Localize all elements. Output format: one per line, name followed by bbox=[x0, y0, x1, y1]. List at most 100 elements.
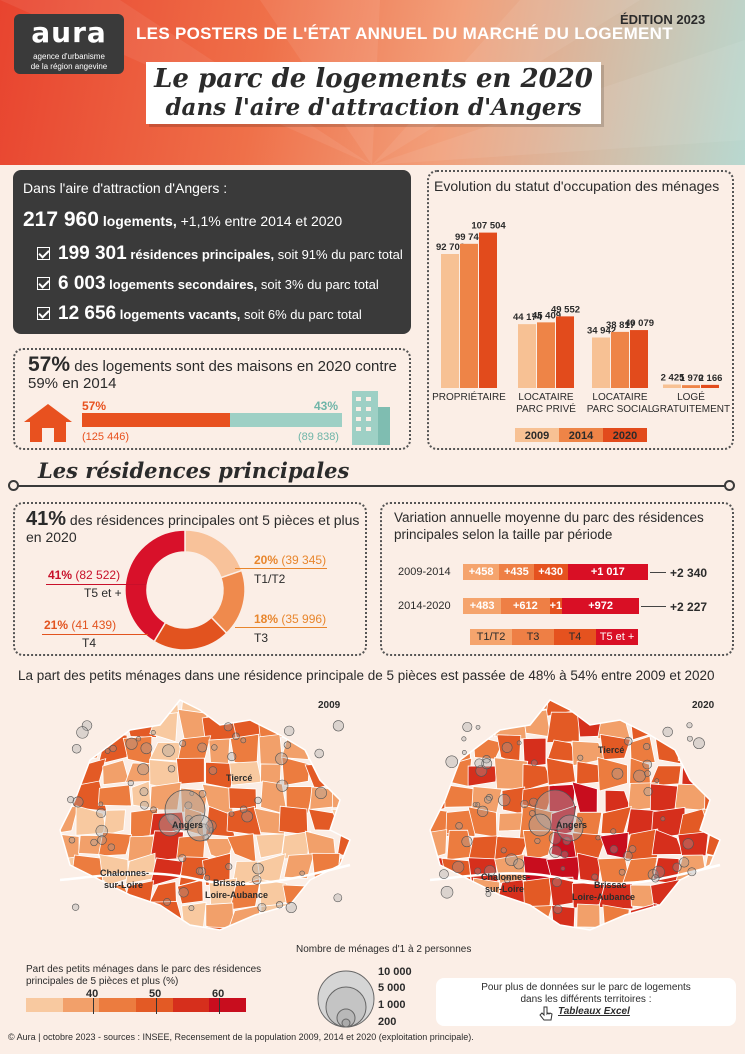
map-circle bbox=[534, 837, 541, 844]
donut-cat-t5: T5 et + bbox=[84, 586, 122, 600]
map-circle bbox=[687, 867, 697, 877]
map-commune bbox=[308, 738, 340, 759]
map-commune bbox=[304, 763, 340, 790]
occupation-chart: 92 700 44 174 34 942 2 425 99 746 45 409 38 81… bbox=[432, 221, 730, 442]
occupation-category-label: LOGÉ bbox=[677, 390, 705, 403]
map1-label-loire-aubance: Loire-Aubance bbox=[205, 890, 269, 900]
map-commune bbox=[496, 927, 528, 930]
map-circle bbox=[461, 836, 473, 848]
map-circle bbox=[185, 815, 193, 823]
map-circle bbox=[204, 874, 211, 881]
pieces-donut bbox=[124, 529, 246, 651]
map-commune bbox=[629, 735, 656, 764]
map-circle bbox=[283, 741, 292, 749]
variation-legend-item: T3 bbox=[512, 629, 554, 645]
map-circle bbox=[208, 766, 218, 775]
map-commune bbox=[149, 830, 184, 862]
map-commune bbox=[176, 879, 204, 905]
map-circle bbox=[498, 794, 511, 807]
occupation-value-label: 49 552 bbox=[551, 304, 580, 315]
section-divider-dot-right bbox=[724, 480, 735, 491]
map-circle bbox=[225, 863, 233, 871]
map1-label-chalonnes: Chalonnes- bbox=[100, 868, 150, 878]
map-circle bbox=[158, 813, 182, 837]
map-circle bbox=[500, 847, 507, 854]
map-circle bbox=[72, 796, 84, 808]
map-circle bbox=[643, 742, 651, 751]
occupation-category-label: PARC SOCIAL bbox=[587, 404, 654, 415]
variation-seg-T5 et +-0: +1 017 bbox=[567, 564, 648, 580]
map-circle bbox=[548, 832, 562, 845]
map-circle bbox=[81, 720, 93, 731]
map-commune bbox=[430, 700, 451, 719]
map-commune bbox=[654, 734, 682, 765]
maisons-left-value: (125 446) bbox=[82, 431, 130, 443]
map-commune bbox=[60, 700, 76, 719]
map-commune bbox=[126, 924, 152, 930]
maisons-share-bar bbox=[82, 413, 342, 427]
map-circle bbox=[162, 744, 175, 757]
maps-title: La part des petits ménages dans une rési… bbox=[18, 668, 715, 683]
map-circle bbox=[549, 845, 562, 858]
donut-line-t5 bbox=[46, 584, 146, 585]
map-circle bbox=[654, 778, 660, 784]
map-circle bbox=[560, 866, 566, 871]
map-commune bbox=[175, 757, 205, 785]
check-icon bbox=[37, 307, 50, 320]
occupation-value-label: 1 970 bbox=[680, 373, 704, 384]
loire-river bbox=[429, 863, 721, 886]
map-circle bbox=[139, 787, 149, 797]
scale-label-40: 40 bbox=[86, 988, 99, 1000]
map-commune bbox=[97, 831, 133, 857]
key-figures-box: Dans l'aire d'attraction d'Angers : 217 … bbox=[13, 170, 411, 334]
map-commune bbox=[498, 700, 528, 716]
key-intro: Dans l'aire d'attraction d'Angers : bbox=[23, 180, 228, 196]
key-item-secondaires: 6 003 logements secondaires, soit 3% du … bbox=[37, 273, 379, 295]
map-circle bbox=[276, 779, 289, 792]
map-circle bbox=[95, 824, 108, 838]
occupation-legend-swatch-2020 bbox=[603, 428, 647, 442]
map-commune bbox=[705, 831, 720, 860]
more-line2: dans les différents territoires : bbox=[520, 994, 652, 1005]
map-outline bbox=[429, 699, 721, 931]
map-commune bbox=[228, 787, 257, 810]
map-circle bbox=[530, 759, 538, 767]
map-commune bbox=[180, 787, 209, 815]
map-circle bbox=[67, 796, 75, 804]
map-commune bbox=[261, 933, 281, 950]
map-commune bbox=[445, 809, 477, 838]
variation-seg-T4-0: +430 bbox=[533, 564, 568, 580]
map-commune bbox=[652, 902, 684, 930]
occupation-category-label: PROPRIÉTAIRE bbox=[432, 390, 506, 403]
map-commune bbox=[677, 700, 703, 714]
check-icon bbox=[37, 277, 50, 290]
occupation-bar-2020-2 bbox=[630, 330, 648, 388]
map-circle bbox=[686, 722, 693, 729]
excel-link[interactable]: Tableaux Excel bbox=[558, 1006, 630, 1017]
map-2020 bbox=[429, 699, 721, 931]
map-circle bbox=[461, 750, 467, 755]
color-legend-title-1: Part des petits ménages dans le parc des… bbox=[26, 964, 262, 975]
map-circle bbox=[624, 737, 633, 746]
map-circle-angers bbox=[164, 789, 206, 831]
variation-seg-T3-1: +612 bbox=[501, 598, 550, 614]
map-circle bbox=[672, 862, 682, 872]
map-commune bbox=[430, 782, 449, 816]
maisons-bar-houses bbox=[82, 413, 231, 427]
map-circle bbox=[197, 742, 208, 753]
key-item-rp: 199 301 résidences principales, soit 91%… bbox=[37, 243, 403, 265]
map-circle bbox=[643, 787, 653, 797]
donut-cat-t3: T3 bbox=[254, 631, 269, 645]
map-circles bbox=[67, 720, 344, 914]
map-commune bbox=[255, 700, 289, 719]
map-commune bbox=[311, 710, 335, 739]
map-circle bbox=[560, 850, 569, 859]
map-circle bbox=[693, 737, 705, 750]
map1-label-sur-loire: sur-Loire bbox=[104, 880, 144, 890]
logo-word: aura bbox=[31, 16, 107, 49]
header-banner: aura agence d'urbanisme de la région ange… bbox=[0, 0, 745, 165]
circle-label-10000: 10 000 bbox=[378, 966, 412, 978]
map-circle bbox=[484, 865, 496, 877]
key-item-vacants: 12 656 logements vacants, soit 6% du par… bbox=[37, 303, 362, 325]
map-circle bbox=[137, 763, 150, 776]
